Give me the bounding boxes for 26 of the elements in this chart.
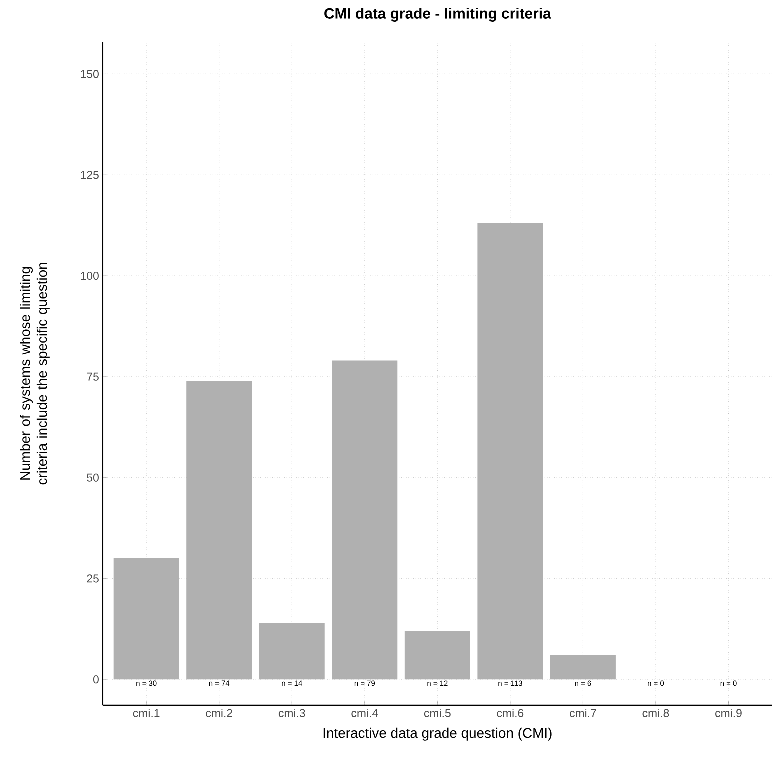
bar <box>259 622 325 680</box>
x-tick-label: cmi.2 <box>206 708 232 718</box>
bar <box>550 655 616 680</box>
chart-title: CMI data grade - limiting criteria <box>324 8 552 22</box>
bar <box>186 380 252 680</box>
x-tick-label: cmi.7 <box>570 708 596 718</box>
y-tick-label: 150 <box>81 70 99 78</box>
y-tick-label: 125 <box>81 170 99 179</box>
y-tick-label: 25 <box>87 574 99 583</box>
y-tick-label: 75 <box>87 372 99 381</box>
x-tick-label: cmi.5 <box>424 708 451 718</box>
bar <box>332 360 398 680</box>
x-tick-label: cmi.6 <box>497 708 524 718</box>
x-tick-label: cmi.9 <box>716 708 742 718</box>
x-axis-title: Interactive data grade question (CMI) <box>324 728 552 741</box>
y-tick-label: 0 <box>93 675 99 684</box>
y-tick-label: 50 <box>87 474 99 482</box>
bar <box>404 630 470 680</box>
x-tick-label: cmi.3 <box>278 708 306 718</box>
bar <box>114 558 180 680</box>
y-axis-title: Number of systems whose limiting criteria include the specific question <box>20 262 50 484</box>
y-tick-label: 100 <box>81 272 99 280</box>
x-tick-label: cmi.4 <box>352 708 378 718</box>
bar <box>478 223 544 680</box>
x-tick-label: cmi.1 <box>133 708 160 718</box>
x-tick-label: cmi.8 <box>642 708 670 718</box>
